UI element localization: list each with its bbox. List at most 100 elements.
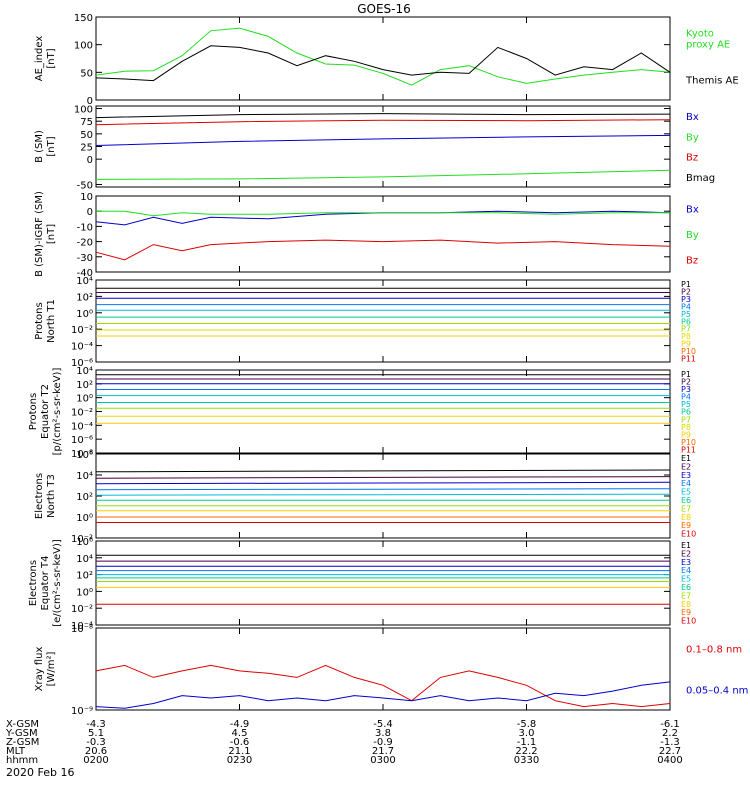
y-axis-label: [e/(cm²-s-sr-keV)] xyxy=(52,539,63,627)
y-tick-label: 10⁴ xyxy=(76,366,93,377)
y-tick-label: 10⁰ xyxy=(76,513,93,524)
orbit-value: -0.9 xyxy=(373,737,393,748)
y-tick-label: 10⁻² xyxy=(71,408,93,419)
y-tick-label: 10⁶ xyxy=(76,450,93,461)
y-tick-label: 0 xyxy=(87,155,93,166)
orbit-row-label: MLT xyxy=(6,746,26,757)
y-tick-label: 10⁻⁹ xyxy=(71,706,93,717)
y-tick-label: 10² xyxy=(76,571,93,582)
legend-entry: P2 xyxy=(681,287,691,296)
legend-entry: E5 xyxy=(681,575,691,584)
legend-entry: E8 xyxy=(681,513,691,522)
panel-bigrf: -40 -30 -20 -10 0 10 B (SM)-IGRF (SM) [nT] Bx By B… xyxy=(34,191,699,279)
y-axis-label: [nT] xyxy=(46,136,57,156)
y-tick-label: 10⁻⁶ xyxy=(71,435,93,446)
orbit-value: 2.2 xyxy=(662,728,678,739)
y-tick-label: 75 xyxy=(80,117,93,128)
orbit-value: -6.1 xyxy=(660,719,680,730)
legend-entry: E10 xyxy=(681,617,696,626)
legend-entry: Bx xyxy=(686,112,699,123)
y-tick-label: 10⁰ xyxy=(76,394,93,405)
legend-entry: P3 xyxy=(681,295,691,304)
legend-entry: E3 xyxy=(681,471,691,480)
y-axis-label: B (SM) xyxy=(34,130,45,163)
legend-entry: 0.05–0.4 nm xyxy=(686,686,748,697)
y-axis-label: Protons xyxy=(34,302,45,339)
orbit-value: 21.1 xyxy=(228,746,250,757)
y-axis-label: [p/(cm²-s-sr-keV)] xyxy=(52,368,63,456)
legend-entry: P9 xyxy=(681,340,691,349)
y-tick-label: 10⁶ xyxy=(76,537,93,548)
y-tick-label: 50 xyxy=(80,130,93,141)
y-tick-label: 0 xyxy=(87,207,93,218)
legend-entry: E2 xyxy=(681,462,691,471)
legend-entry: E9 xyxy=(681,608,691,617)
legend-entry: P3 xyxy=(681,385,691,394)
y-tick-label: 100 xyxy=(74,41,93,52)
y-axis-label: Equator T2 xyxy=(40,384,51,439)
legend-entry: Bmag xyxy=(686,173,715,184)
y-tick-label: -10 xyxy=(77,222,93,233)
legend-entry: P2 xyxy=(681,378,691,387)
chart-title: GOES-16 xyxy=(357,2,411,16)
panel-e_eq: 10⁻⁴ 10⁻² 10⁰ 10² 10⁴ 10⁶ Electrons Equator T4[… xyxy=(28,537,696,632)
y-axis-label: Electrons xyxy=(34,473,45,519)
orbit-value: 22.7 xyxy=(659,746,681,757)
orbit-value: -0.3 xyxy=(86,737,106,748)
orbit-row-label: hhmm xyxy=(6,755,38,766)
y-tick-label: 10⁻⁸ xyxy=(71,624,93,635)
series-line xyxy=(95,239,671,261)
series-line xyxy=(95,664,671,708)
series-line xyxy=(95,134,671,146)
panel-frame xyxy=(95,16,671,101)
y-tick-label: 10⁴ xyxy=(76,471,93,482)
legend-entry: E6 xyxy=(681,583,691,592)
legend-entry: E10 xyxy=(681,530,696,539)
y-axis-label: Electrons xyxy=(28,560,39,606)
legend-entry: P1 xyxy=(681,370,691,379)
orbit-value: 0300 xyxy=(370,755,395,766)
series-line xyxy=(95,469,671,473)
legend-entry: P9 xyxy=(681,430,691,439)
orbit-value: -4.9 xyxy=(230,719,250,730)
y-axis-label: North T3 xyxy=(46,474,57,518)
y-tick-label: 10⁻⁸ xyxy=(71,449,93,460)
y-tick-label: 10⁻² xyxy=(71,534,93,545)
y-tick-label: 10² xyxy=(76,492,93,503)
series-line xyxy=(95,488,671,491)
y-tick-label: 10² xyxy=(76,292,93,303)
y-tick-label: 0 xyxy=(87,96,93,107)
y-axis-label: [nT] xyxy=(46,224,57,244)
orbit-value: 21.7 xyxy=(372,746,394,757)
orbit-value: -5.4 xyxy=(373,719,393,730)
legend-entry: Themis AE xyxy=(685,75,739,86)
legend-entry: E3 xyxy=(681,558,691,567)
orbit-value: -1.1 xyxy=(517,737,537,748)
legend-entry: E1 xyxy=(681,454,691,463)
y-tick-label: -50 xyxy=(77,180,93,191)
legend-entry: proxy AE xyxy=(686,39,730,50)
legend-entry: Kyoto xyxy=(686,28,714,39)
series-line xyxy=(95,476,671,479)
legend-entry: Bx xyxy=(686,205,699,216)
legend-entry: P6 xyxy=(681,408,691,417)
y-tick-label: 10⁴ xyxy=(76,276,93,287)
panel-xray: 10⁻⁹ 10⁻⁸ Xray flux [W/m²] 0.1–0.8 nm 0.05–0.… xyxy=(34,624,748,717)
legend-entry: 0.1–0.8 nm xyxy=(686,645,742,656)
series-line xyxy=(95,45,671,82)
series-line xyxy=(95,481,671,485)
y-tick-label: 10 xyxy=(80,192,93,203)
y-tick-label: 150 xyxy=(74,13,93,24)
orbit-value: -4.3 xyxy=(86,719,106,730)
orbit-value: 3.8 xyxy=(375,728,391,739)
legend-entry: P8 xyxy=(681,423,691,432)
legend-entry: By xyxy=(686,230,699,241)
orbit-value: 4.5 xyxy=(232,728,248,739)
legend-entry: By xyxy=(686,132,699,143)
legend-entry: E5 xyxy=(681,488,691,497)
orbit-value: 22.2 xyxy=(515,746,537,757)
y-tick-label: 100 xyxy=(74,105,93,116)
